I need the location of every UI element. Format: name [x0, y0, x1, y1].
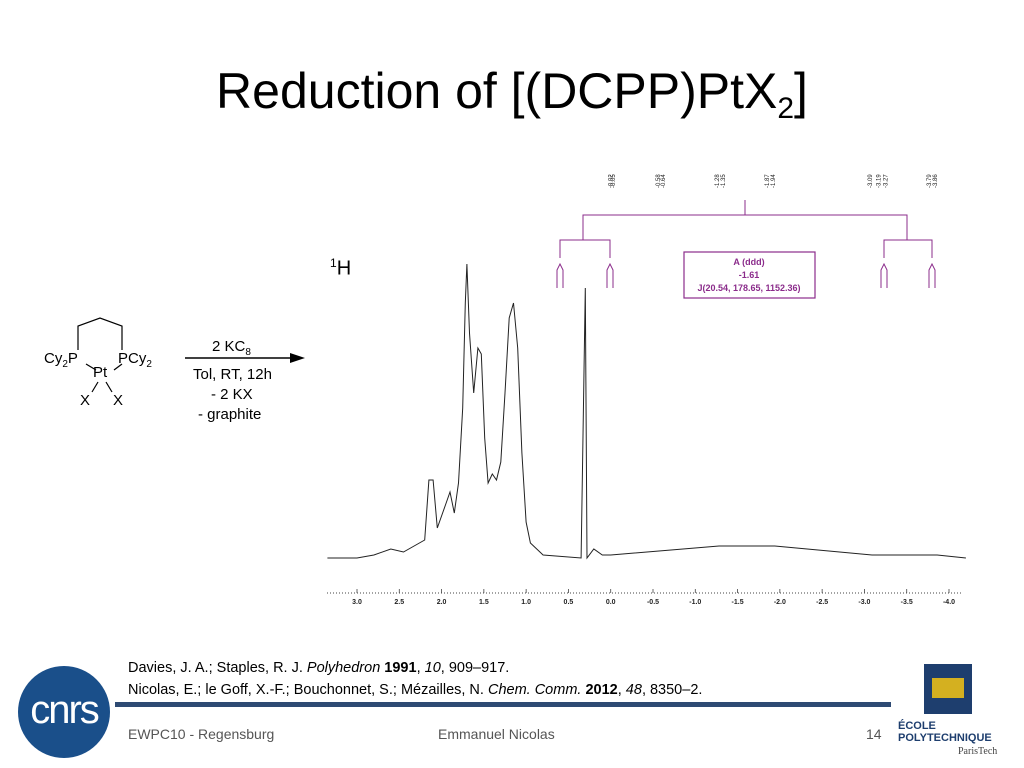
- scheme-bonds: [77, 317, 305, 393]
- multiplet-tree: [583, 239, 611, 258]
- multiplet-tick: [880, 262, 888, 288]
- footer-divider: [115, 702, 891, 707]
- peak-label: -3.27: [883, 174, 889, 188]
- x-tick-label: 2.5: [394, 599, 404, 606]
- x-tick-label: -0.5: [647, 599, 659, 606]
- reference-2: Nicolas, E.; le Goff, X.-F.; Bouchonnet,…: [128, 682, 703, 698]
- footer-event: EWPC10 - Regensburg: [128, 726, 275, 742]
- peak-label: -0.02: [608, 174, 614, 188]
- peak-label: -3.79: [927, 174, 933, 188]
- x-label-1: X: [80, 392, 91, 409]
- multiplet-tick: [606, 262, 614, 288]
- multiplet-tree: [907, 239, 933, 258]
- x-tick-label: -3.0: [858, 599, 870, 606]
- reference-1: Davies, J. A.; Staples, R. J. Polyhedron…: [128, 660, 510, 676]
- peak-label: -1.28: [715, 174, 721, 188]
- x-tick-label: -2.0: [774, 599, 786, 606]
- cy2p-label: Cy2P: [44, 350, 78, 370]
- peak-label: -1.35: [721, 174, 727, 188]
- multiplet-tick: [556, 262, 564, 288]
- peak-label: -1.87: [765, 174, 771, 188]
- x-tick-label: -3.5: [901, 599, 913, 606]
- multiplet-box: [683, 251, 816, 299]
- x-tick-label: 0.0: [606, 599, 616, 606]
- cnrs-logo: cnrs: [18, 666, 110, 758]
- x-tick-label: -4.0: [943, 599, 955, 606]
- footer-page-number: 14: [866, 726, 882, 742]
- references: Davies, J. A.; Staples, R. J. Polyhedron…: [128, 657, 702, 701]
- multiplet-label: A (ddd): [733, 257, 764, 267]
- footer-author: Emmanuel Nicolas: [438, 726, 555, 742]
- multiplet-tick: [928, 262, 936, 288]
- x-tick-label: 2.0: [437, 599, 447, 606]
- peak-label: -1.94: [771, 174, 777, 188]
- x-tick-label: 1.5: [479, 599, 489, 606]
- peak-label: -3.09: [868, 174, 874, 188]
- x-tick-label: 1.0: [521, 599, 531, 606]
- peak-label: -0.05: [611, 174, 617, 188]
- reagent-label: 2 KC8: [212, 338, 251, 358]
- polytechnique-shield-icon: [924, 664, 972, 714]
- x-tick-label: -1.5: [732, 599, 744, 606]
- x-tick-label: -2.5: [816, 599, 828, 606]
- condition-1: Tol, RT, 12h: [193, 366, 272, 383]
- slide-title: Reduction of [(DCPP)PtX2]: [216, 63, 808, 125]
- multiplet-label: -1.61: [739, 270, 760, 280]
- pcy2-label: PCy2: [118, 350, 152, 370]
- condition-3: - graphite: [198, 406, 262, 423]
- x-tick-label: 0.5: [564, 599, 574, 606]
- nucleus-label: 1H: [330, 256, 352, 280]
- polytechnique-logo: ÉCOLE POLYTECHNIQUE ParisTech: [898, 664, 1006, 764]
- peak-label: -0.64: [661, 174, 667, 188]
- x-tick-label: 3.0: [352, 599, 362, 606]
- multiplet-tree: [559, 200, 746, 258]
- pt-label: Pt: [93, 364, 108, 381]
- peak-label: -3.19: [877, 174, 883, 188]
- nmr-spectrum: 3.0 2.5 2.0 1.5 1.0 0.5 0.0 -0.5 -1.0 -1.5 -2.0 -2.…: [327, 174, 966, 606]
- x-label-2: X: [113, 392, 124, 409]
- multiplet-label: J(20.54, 178.65, 1152.36): [697, 283, 800, 293]
- x-tick-label: -1.0: [689, 599, 701, 606]
- condition-2: - 2 KX: [211, 386, 253, 403]
- peak-label: -3.86: [933, 174, 939, 188]
- peak-label: -0.58: [656, 174, 662, 188]
- reaction-scheme: Cy2P PCy2 Pt X X 2 KC8 Tol, RT, 12h - 2 …: [0, 0, 320, 450]
- spectrum-trace: [327, 263, 966, 560]
